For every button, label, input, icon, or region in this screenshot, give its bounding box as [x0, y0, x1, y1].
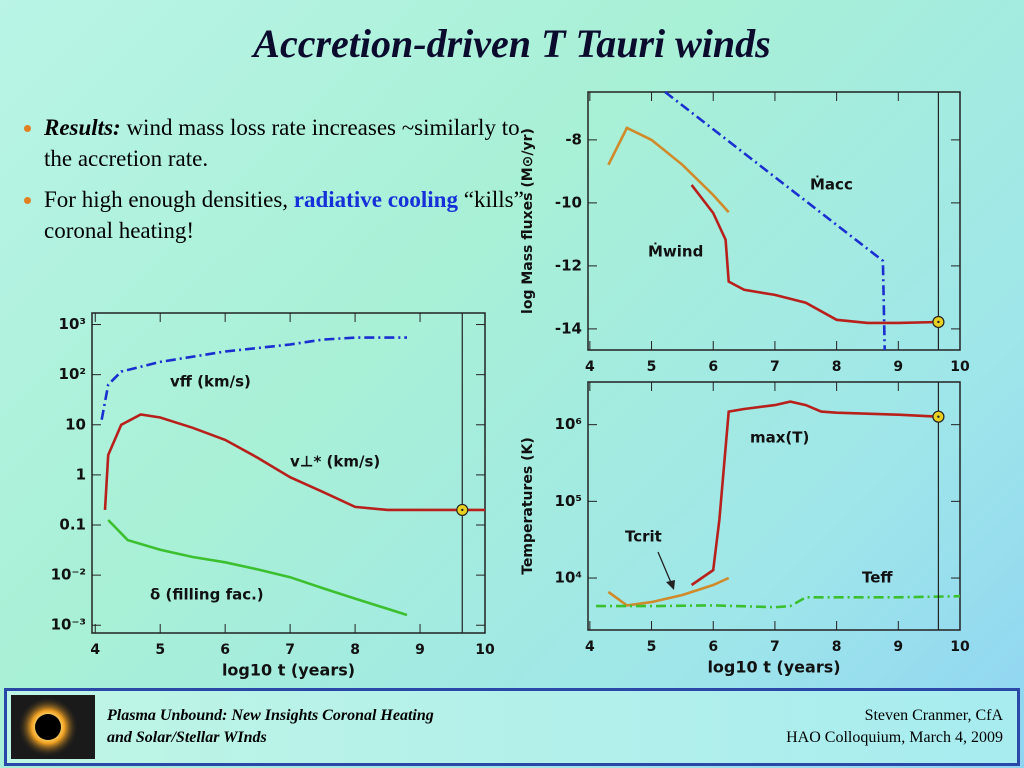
footer-line: Steven Cranmer, CfA — [864, 707, 1003, 724]
x-tick-label: 9 — [893, 359, 903, 375]
sun-marker-dot — [461, 508, 464, 512]
arrow-head — [666, 580, 675, 590]
footer-line: Plasma Unbound: New Insights Coronal Hea… — [107, 707, 434, 724]
data-line — [607, 126, 730, 214]
footer-line: HAO Colloquium, March 4, 2009 — [786, 729, 1003, 746]
y-tick-label: 10⁶ — [555, 415, 582, 433]
x-tick-label: 8 — [350, 642, 360, 658]
y-tick-label: 10⁻³ — [51, 616, 86, 634]
charts: 4 5 6 7 8 9 10 10³ 10² 10 1 0.1 10⁻² 10⁻³ log10 t (yea… — [51, 90, 970, 680]
y-tick-label: 0.1 — [59, 516, 86, 534]
x-tick-label: 8 — [832, 639, 842, 655]
data-line — [690, 400, 939, 587]
y-tick-label: -12 — [555, 256, 582, 274]
bullet-lead: Results: — [44, 115, 121, 140]
data-line — [100, 336, 407, 420]
y-tick-label: 10² — [59, 365, 86, 383]
bullet-list: Results: wind mass loss rate increases ~… — [24, 112, 524, 256]
slide-title: Accretion-driven T Tauri winds — [253, 21, 771, 66]
arrow — [657, 551, 673, 586]
series-label: max(T) — [750, 429, 809, 447]
x-tick-label: 8 — [832, 359, 842, 375]
series-label: Tcrit — [625, 528, 662, 546]
y-tick-label: 1 — [76, 465, 86, 483]
y-axis-label: log Mass fluxes (M⊙/yr) — [520, 128, 536, 314]
x-tick-label: 6 — [708, 639, 718, 655]
series-label: Teff — [862, 569, 893, 587]
bullet: For high enough densities, radiative coo… — [44, 184, 524, 246]
footer-right: Steven Cranmer, CfA HAO Colloquium, Marc… — [786, 705, 1003, 749]
plot-frame — [587, 91, 961, 351]
sun-marker-dot — [937, 320, 940, 324]
data-line — [107, 519, 408, 617]
y-tick-label: 10³ — [59, 315, 86, 333]
data-line — [103, 413, 485, 512]
series-label: Ṁwind — [648, 242, 703, 261]
data-line — [664, 90, 886, 351]
x-tick-label: 4 — [90, 642, 100, 658]
x-axis-label: log10 t (years) — [222, 661, 355, 680]
data-line — [607, 576, 730, 607]
bullet-text: wind mass loss rate increases ~similarly… — [44, 115, 520, 171]
x-tick-label: 7 — [285, 642, 295, 658]
x-tick-label: 5 — [155, 642, 165, 658]
data-line — [690, 184, 939, 325]
y-tick-label: 10⁴ — [555, 569, 582, 587]
data-line — [596, 594, 961, 609]
series-label: v⊥* (km/s) — [290, 453, 380, 471]
y-tick-label: -14 — [555, 319, 582, 337]
bullet: Results: wind mass loss rate increases ~… — [44, 112, 524, 174]
x-tick-label: 9 — [893, 639, 903, 655]
y-tick-label: -8 — [565, 130, 582, 148]
x-tick-label: 6 — [708, 359, 718, 375]
bullet-highlight: radiative cooling — [293, 187, 458, 212]
x-tick-label: 10 — [950, 639, 970, 655]
x-tick-label: 6 — [220, 642, 230, 658]
x-axis-label: log10 t (years) — [707, 658, 840, 677]
x-tick-label: 5 — [647, 359, 657, 375]
plot-frame — [587, 381, 961, 631]
footer: Plasma Unbound: New Insights Coronal Hea… — [4, 688, 1020, 766]
x-tick-label: 4 — [585, 359, 595, 375]
x-tick-label: 5 — [647, 639, 657, 655]
bullet-text: For high enough densities, — [44, 187, 294, 212]
series-label: δ (filling fac.) — [150, 586, 264, 604]
x-tick-label: 10 — [475, 642, 495, 658]
series-label: Ṁacc — [810, 175, 853, 194]
x-tick-label: 9 — [415, 642, 425, 658]
x-tick-label: 4 — [585, 639, 595, 655]
y-tick-label: -10 — [555, 193, 582, 211]
footer-left: Plasma Unbound: New Insights Coronal Hea… — [107, 705, 434, 749]
footer-line: and Solar/Stellar WInds — [107, 729, 267, 746]
plot-frame — [91, 312, 486, 634]
x-tick-label: 10 — [950, 359, 970, 375]
series-label: vff (km/s) — [170, 373, 251, 391]
sun-marker-dot — [937, 415, 940, 418]
sun-image — [11, 695, 95, 759]
y-tick-label: 10⁻² — [51, 566, 86, 584]
y-tick-label: 10⁵ — [555, 492, 582, 510]
bullet-text: “kills” coronal heating! — [44, 187, 524, 243]
y-tick-label: 10 — [65, 415, 86, 433]
y-axis-label: Temperatures (K) — [520, 437, 536, 575]
x-tick-label: 7 — [770, 639, 780, 655]
x-tick-label: 7 — [770, 359, 780, 375]
